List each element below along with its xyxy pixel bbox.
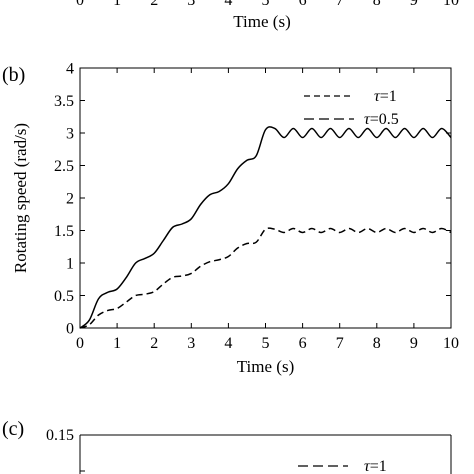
legend-label-tau-1: τ=1 [374, 88, 397, 105]
top-x-axis-title: Time (s) [233, 12, 290, 31]
x-tick-label: 10 [443, 335, 459, 352]
top-x-tick-label: 8 [373, 0, 381, 9]
x-tick-label: 2 [150, 335, 158, 352]
x-tick-label: 5 [262, 335, 270, 352]
panel-c-fragment: (c) 0.15 τ=1 [2, 418, 452, 474]
top-x-tick-label: 9 [410, 0, 418, 9]
panel-b-series-lines [79, 126, 452, 329]
top-x-tick-label: 10 [443, 0, 459, 9]
y-tick-label: 0 [66, 321, 74, 338]
x-tick-label: 1 [113, 335, 121, 352]
panel-b-x-axis-title: Time (s) [237, 357, 294, 376]
y-tick-label: 1 [66, 256, 74, 273]
top-panel-fragment: 0 1 2 3 4 5 6 7 8 9 10 Time (s) [76, 0, 459, 31]
top-x-tick-label: 3 [187, 0, 195, 9]
top-x-tick-label: 7 [336, 0, 344, 9]
panel-b: (b) 0 1 2 3 4 5 6 7 8 9 10 0 0.5 1 1.5 2 2.5 3 3.5 4 Time … [2, 61, 459, 377]
top-x-tick-label: 5 [262, 0, 270, 9]
x-tick-label: 4 [224, 335, 232, 352]
top-x-tick-label: 2 [150, 0, 158, 9]
panel-b-legend: τ=1 τ=0.5 [304, 88, 399, 128]
top-x-tick-label: 6 [299, 0, 307, 9]
panel-c-label: (c) [2, 418, 24, 440]
x-tick-label: 6 [299, 335, 307, 352]
panel-c-legend-label: τ=1 [364, 458, 387, 474]
series-line-solid [79, 126, 452, 329]
x-tick-label: 0 [76, 335, 84, 352]
y-tick-label: 2 [66, 191, 74, 208]
y-tick-label: 3 [66, 126, 74, 143]
top-x-tick-labels: 0 1 2 3 4 5 6 7 8 9 10 [76, 0, 459, 9]
panel-b-y-axis-title: Rotating speed (rad/s) [11, 123, 30, 273]
panel-b-label: (b) [2, 64, 25, 86]
y-tick-label: 2.5 [54, 158, 74, 175]
panel-b-x-ticks: 0 1 2 3 4 5 6 7 8 9 10 [76, 68, 459, 352]
y-tick-label: 0.5 [54, 288, 74, 305]
series-line-dashed [79, 227, 452, 329]
y-tick-label: 1.5 [54, 223, 74, 240]
x-tick-label: 9 [410, 335, 418, 352]
y-tick-label: 4 [66, 61, 74, 78]
panel-b-plot-frame [79, 67, 452, 329]
panel-b-y-ticks: 0 0.5 1 1.5 2 2.5 3 3.5 4 [54, 61, 451, 338]
top-x-tick-label: 0 [76, 0, 84, 9]
y-tick-label: 3.5 [54, 93, 74, 110]
x-tick-label: 3 [187, 335, 195, 352]
top-x-tick-label: 4 [224, 0, 232, 9]
top-x-tick-label: 1 [113, 0, 121, 9]
x-tick-label: 8 [373, 335, 381, 352]
x-tick-label: 7 [336, 335, 344, 352]
legend-label-tau-0-5: τ=0.5 [364, 111, 399, 128]
panel-c-y-tick-top: 0.15 [46, 427, 74, 444]
